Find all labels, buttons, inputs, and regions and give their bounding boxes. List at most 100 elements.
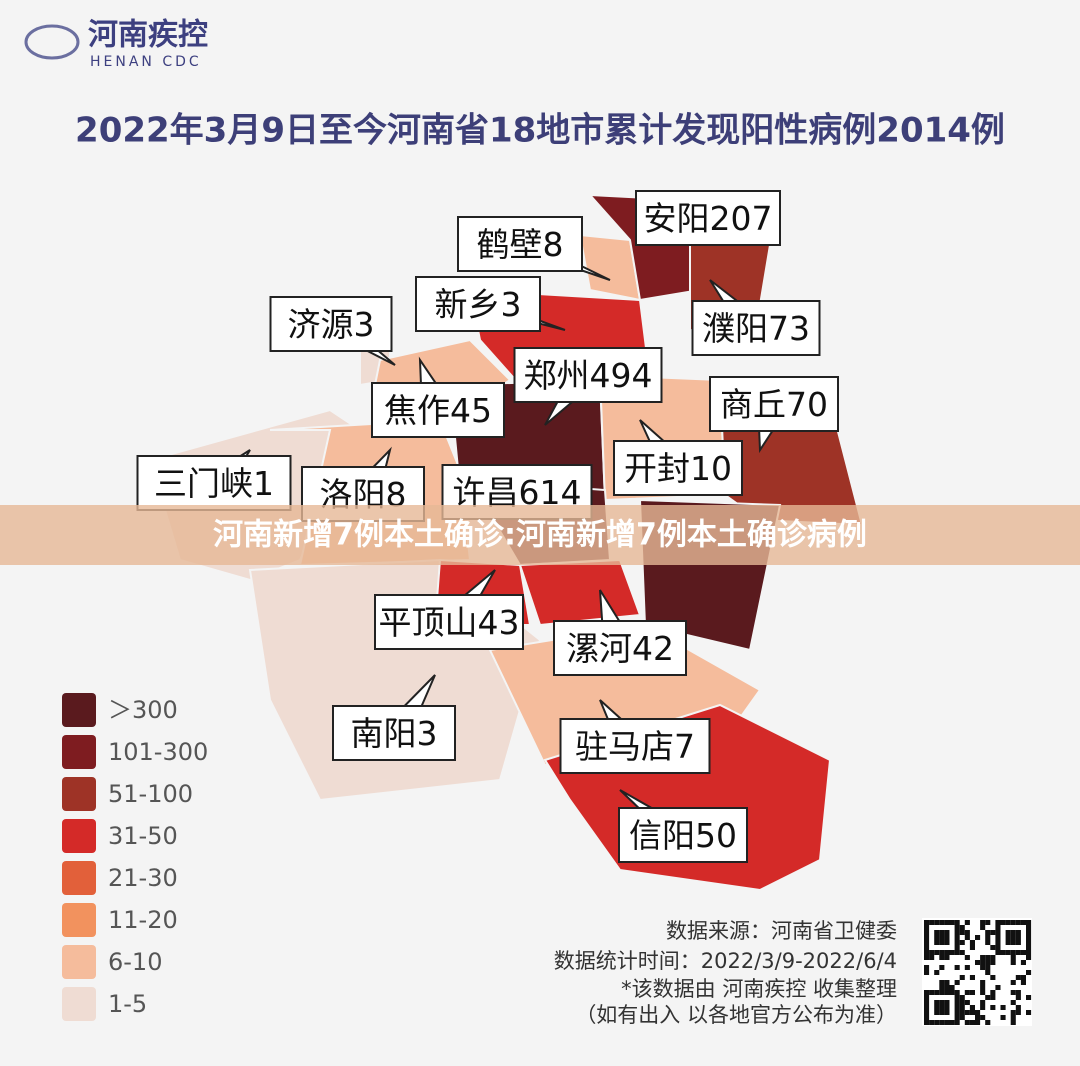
source-line: 数据统计时间：2022/3/9-2022/6/4 <box>554 949 897 973</box>
qr-module <box>1026 950 1032 955</box>
qr-module <box>969 990 975 995</box>
qr-module <box>1020 960 1026 965</box>
qr-module <box>1005 940 1011 945</box>
qr-module <box>939 1010 945 1015</box>
region-cases: 3 <box>417 714 438 753</box>
region-label: 鹤壁8 <box>477 225 564 264</box>
legend-swatch <box>62 735 96 769</box>
qr-module <box>934 940 940 945</box>
qr-module <box>1015 930 1021 935</box>
callout-box <box>559 718 711 774</box>
logo-mark <box>24 24 80 60</box>
legend-label: 21-30 <box>108 864 178 892</box>
qr-module <box>924 1015 930 1020</box>
qr-module <box>944 980 950 985</box>
qr-module <box>995 935 1001 940</box>
qr-module <box>944 990 950 995</box>
qr-module <box>949 950 955 955</box>
callout-box <box>332 705 456 761</box>
qr-module <box>954 945 960 950</box>
legend-label: ＞300 <box>108 696 178 724</box>
qr-module <box>1026 920 1032 925</box>
qr-module <box>985 970 991 975</box>
region-cases: 42 <box>632 629 674 668</box>
qr-module <box>1010 1000 1016 1005</box>
qr-module <box>1010 1015 1016 1020</box>
qr-module <box>990 1005 996 1010</box>
region-cases: 494 <box>590 356 653 395</box>
region-name: 开封 <box>624 449 690 488</box>
legend-label: 6-10 <box>108 948 162 976</box>
qr-module <box>985 960 991 965</box>
qr-module <box>1010 960 1016 965</box>
qr-module <box>954 1005 960 1010</box>
qr-module <box>980 965 986 970</box>
qr-module <box>980 920 986 925</box>
region-name: 平顶山 <box>379 603 478 642</box>
qr-module <box>954 920 960 925</box>
region-name: 鹤壁 <box>477 225 543 264</box>
qr-module <box>1020 980 1026 985</box>
qr-module <box>964 935 970 940</box>
logo-subtext: HENAN CDC <box>90 54 202 70</box>
qr-module <box>959 1015 965 1020</box>
qr-module <box>924 995 930 1000</box>
region-label: 济源3 <box>288 305 375 344</box>
qr-module <box>959 940 965 945</box>
qr-module <box>939 985 945 990</box>
qr-module <box>980 1015 986 1020</box>
callout-box <box>269 296 393 352</box>
qr-module <box>1015 975 1021 980</box>
qr-module <box>990 960 996 965</box>
qr-module <box>1026 945 1032 950</box>
callout-box <box>136 455 292 511</box>
qr-module <box>1026 925 1032 930</box>
qr-module <box>1015 940 1021 945</box>
qr-module <box>954 940 960 945</box>
qr-module <box>964 920 970 925</box>
qr-module <box>959 1005 965 1010</box>
region-label: 信阳50 <box>629 816 737 855</box>
qr-module <box>954 965 960 970</box>
region <box>518 558 642 627</box>
qr-module <box>980 990 986 995</box>
qr-module <box>944 935 950 940</box>
qr-module <box>1010 940 1016 945</box>
region-cases: 70 <box>786 385 828 424</box>
region-cases: 8 <box>543 225 564 264</box>
banner-text: 河南新增7例本土确诊:河南新增7例本土确诊病例 <box>213 518 867 553</box>
legend-swatch <box>62 819 96 853</box>
qr-module <box>934 950 940 955</box>
qr-module <box>939 980 945 985</box>
legend-swatch <box>62 903 96 937</box>
qr-module <box>959 930 965 935</box>
qr-module <box>929 955 935 960</box>
qr-module <box>934 1000 940 1005</box>
qr-module <box>985 940 991 945</box>
qr-module <box>944 930 950 935</box>
qr-module <box>954 1020 960 1025</box>
region-name: 驻马店 <box>575 727 674 766</box>
qr-module <box>924 945 930 950</box>
qr-module <box>990 990 996 995</box>
qr-module <box>975 1010 981 1015</box>
qr-module <box>1015 935 1021 940</box>
region-label: 南阳3 <box>351 714 438 753</box>
region-label: 漯河42 <box>566 629 674 668</box>
qr-module <box>959 975 965 980</box>
qr-module <box>924 940 930 945</box>
qr-module <box>1005 950 1011 955</box>
qr-module <box>954 980 960 985</box>
qr-module <box>995 925 1001 930</box>
qr-module <box>939 965 945 970</box>
logo: 河南疾控 HENAN CDC <box>24 18 208 70</box>
region-name: 济源 <box>288 305 354 344</box>
qr-module <box>985 935 991 940</box>
qr-module <box>975 960 981 965</box>
qr-module <box>934 1005 940 1010</box>
qr-module <box>1000 920 1006 925</box>
region-cases: 8 <box>386 475 407 514</box>
qr-module <box>939 955 945 960</box>
qr-module <box>1020 950 1026 955</box>
